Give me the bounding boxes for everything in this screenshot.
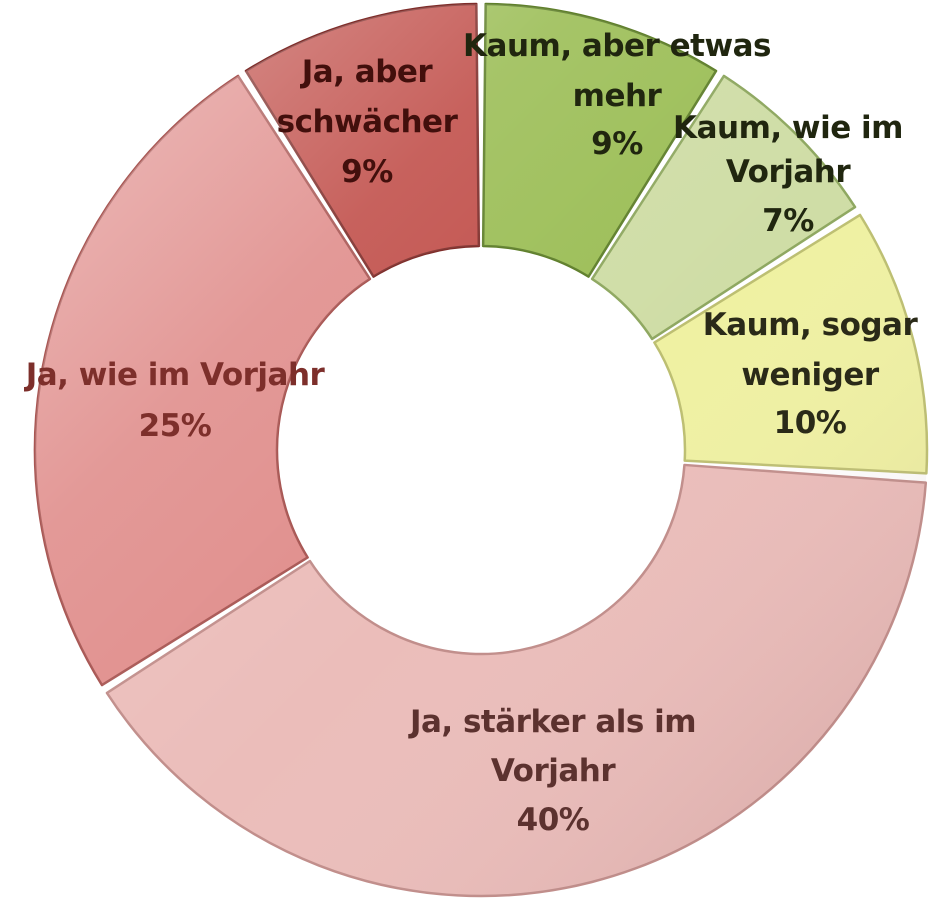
donut-chart: Kaum, aber etwas mehr 9% Kaum, wie im Vorjah…	[25, 2, 929, 898]
donut-chart-canvas	[33, 2, 929, 898]
